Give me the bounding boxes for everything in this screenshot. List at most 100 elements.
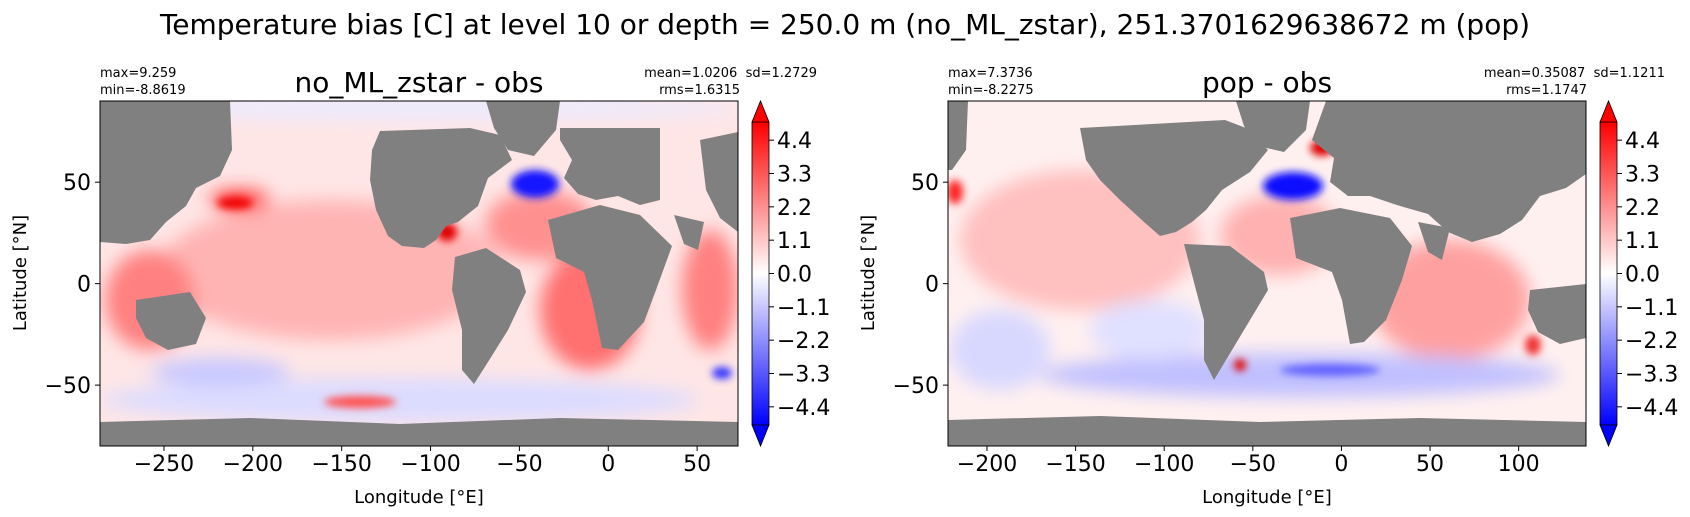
colorbar-tick-label: 1.1 [1625,229,1660,254]
x-ticks: −200 −150 −100 −50 0 50 100 [957,446,1540,477]
figure-suptitle: Temperature bias [C] at level 10 or dept… [159,8,1530,41]
colorbar-ticks: −4.4 −3.3 −2.2 −1.1 0.0 1.1 2.2 3.3 4.4 [1617,129,1678,421]
plot-frame [99,100,739,447]
x-tick-label: −50 [1230,452,1276,477]
y-ticks: −50 0 50 [45,171,100,399]
land-east-asia-right [700,132,738,232]
land-mask [948,101,1586,446]
bias-south-pacific-warm [324,396,396,408]
colorbar-extend-bottom [1599,424,1618,448]
map-field [100,101,738,446]
colorbar-extend-bottom [751,424,770,448]
land-africa [548,205,672,350]
colorbar-tick-label: −3.3 [777,362,830,387]
stats-right-line2: rms=1.1747 [1506,83,1587,98]
colorbar-tick-label: −1.1 [1625,296,1678,321]
bias-east-pacific-cold [1090,300,1210,360]
bias-southern-ocean-core [1280,364,1380,376]
stats-left-line1: max=9.259 [100,66,176,81]
bias-south-pacific-cold [950,310,1050,390]
bias-indian-warm [1370,240,1530,360]
colorbar-extend-top [1599,99,1618,123]
y-tick-label: 50 [911,171,939,196]
y-axis-label: Latitude [°N] [858,215,879,331]
y-tick-label: 0 [925,273,939,298]
land-asia-west-edge [948,101,968,170]
panel-no-ml-zstar: max=9.259 min=-8.8619 mean=1.0206 sd=1.2… [10,66,830,508]
bias-labrador-cold [1263,172,1323,200]
stats-right-line1: mean=0.35087 sd=1.1211 [1484,66,1665,81]
colorbar-tick-label: −4.4 [1625,396,1678,421]
x-tick-label: −100 [1134,452,1194,477]
y-tick-label: −50 [45,374,91,399]
x-tick-label: 50 [1416,452,1444,477]
land-eurasia-east [100,101,232,244]
colorbar-tick-label: 0.0 [777,263,812,288]
x-ticks: −250 −200 −150 −100 −50 0 50 [134,446,711,477]
x-tick-label: −250 [134,452,194,477]
x-axis-label: Longitude [°E] [354,487,484,508]
y-axis-label: Latitude [°N] [10,215,31,331]
land-india [1418,222,1450,260]
stats-right-line1: mean=1.0206 sd=1.2729 [644,66,817,81]
colorbar-tick-label: 4.4 [777,129,812,154]
land-antarctica [100,418,738,446]
panel-title: no_ML_zstar - obs [295,66,544,99]
y-tick-label: −50 [893,374,939,399]
colorbar-gradient [1599,121,1618,426]
y-ticks: −50 0 50 [893,171,948,399]
x-tick-label: −150 [311,452,371,477]
map-field [948,101,1586,446]
land-south-america [452,248,526,384]
bias-agulhas-cold [712,367,732,379]
land-australia [136,292,206,350]
bias-kuroshio-core [217,197,253,209]
plot-frame [947,100,1587,447]
colorbar-tick-label: 2.2 [777,196,812,221]
stats-left-line2: min=-8.8619 [100,83,186,98]
bias-arctic-cold [100,101,738,120]
land-mask [100,101,738,446]
bias-southern-ocean-cold-2 [150,358,290,386]
colorbar-tick-label: 3.3 [1625,163,1660,188]
colorbar-tick-label: −1.1 [777,296,830,321]
colorbar-tick-label: 2.2 [1625,196,1660,221]
bias-malvinas-warm [1234,359,1246,371]
x-tick-label: 0 [601,452,615,477]
colorbar-tick-label: −4.4 [777,396,830,421]
x-axis-label: Longitude [°E] [1202,487,1332,508]
colorbar: −4.4 −3.3 −2.2 −1.1 0.0 1.1 2.2 3.3 4.4 [751,99,830,448]
panel-pop: max=7.3736 min=-8.2275 mean=0.35087 sd=1… [858,66,1678,508]
colorbar-tick-label: −2.2 [1625,329,1678,354]
stats-right-line2: rms=1.6315 [659,83,740,98]
bias-southern-ocean-cold [1040,353,1560,397]
land-india [674,215,704,250]
colorbar-tick-label: 3.3 [777,163,812,188]
colorbar-tick-label: −2.2 [777,329,830,354]
colorbar-extend-top [751,99,770,123]
bias-east-indian-warm [682,230,738,350]
colorbar-tick-label: 4.4 [1625,129,1660,154]
x-tick-label: −150 [1045,452,1105,477]
bias-blobs [100,101,738,422]
x-tick-label: 50 [683,452,711,477]
land-greenland [486,101,560,156]
colorbar-gradient [751,121,770,426]
land-eurasia [1312,101,1586,242]
bias-labrador-cold [511,170,559,198]
x-tick-label: 0 [1334,452,1348,477]
x-tick-label: −200 [223,452,283,477]
colorbar-tick-label: −3.3 [1625,362,1678,387]
land-south-america [1184,244,1268,380]
y-tick-label: 50 [63,171,91,196]
x-tick-label: 100 [1498,452,1540,477]
land-africa [1290,208,1412,344]
stats-left-line2: min=-8.2275 [948,83,1034,98]
colorbar-tick-label: 1.1 [777,229,812,254]
x-tick-label: −50 [496,452,542,477]
bias-kuroshio-warm [948,180,963,204]
y-tick-label: 0 [77,273,91,298]
land-eurasia-west [560,128,660,205]
colorbar-ticks: −4.4 −3.3 −2.2 −1.1 0.0 1.1 2.2 3.3 4.4 [769,129,830,421]
